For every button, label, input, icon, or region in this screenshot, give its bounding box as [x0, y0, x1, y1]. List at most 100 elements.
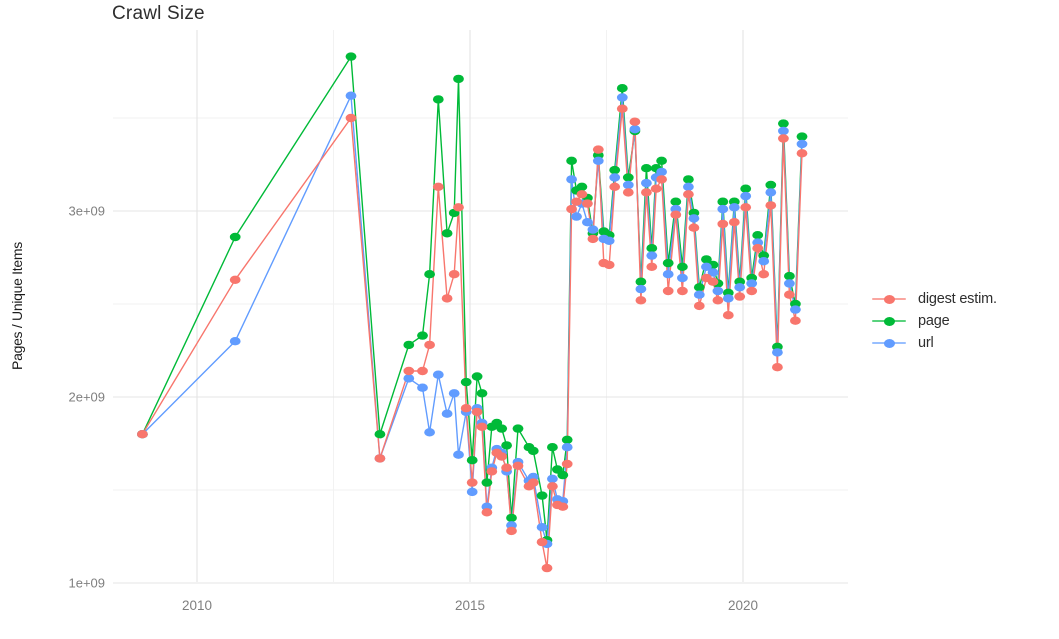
data-point-digest-estim-: [758, 270, 770, 279]
data-point-digest-estim-: [784, 290, 795, 299]
data-point-url: [561, 443, 573, 452]
data-point-digest-estim-: [547, 482, 558, 491]
data-point-page: [374, 430, 386, 439]
data-point-url: [448, 389, 460, 398]
data-point-url: [622, 180, 634, 190]
legend-label: url: [918, 335, 934, 351]
data-point-url: [547, 474, 558, 483]
data-point-digest-estim-: [137, 430, 148, 439]
data-point-digest-estim-: [778, 134, 789, 143]
data-point-digest-estim-: [772, 363, 783, 372]
data-point-page: [424, 270, 435, 279]
data-point-digest-estim-: [641, 188, 652, 197]
data-point-url: [592, 156, 604, 165]
data-point-url: [656, 167, 667, 177]
legend-key-digest-estim: [872, 292, 906, 306]
y-axis-title: Pages / Unique Items: [9, 242, 25, 370]
data-point-page: [662, 258, 674, 268]
data-point-page: [557, 470, 569, 480]
data-point-digest-estim-: [609, 182, 621, 191]
data-point-page: [476, 389, 488, 398]
legend-label: page: [918, 313, 950, 329]
data-point-digest-estim-: [466, 478, 478, 487]
data-point-page: [609, 165, 621, 175]
data-point-page: [641, 164, 652, 173]
data-point-digest-estim-: [740, 203, 752, 212]
data-point-page: [453, 74, 464, 84]
x-tick-label: 2015: [455, 598, 485, 613]
data-point-url: [740, 191, 752, 201]
data-point-digest-estim-: [722, 311, 734, 320]
legend-item-url: url: [872, 335, 997, 351]
data-point-page: [656, 156, 667, 165]
data-point-digest-estim-: [752, 244, 764, 253]
data-point-page: [677, 262, 688, 271]
data-point-page: [536, 491, 548, 500]
data-point-url: [790, 305, 801, 314]
data-point-url: [424, 428, 435, 437]
data-point-digest-estim-: [424, 340, 435, 350]
data-point-page: [496, 424, 508, 433]
data-point-page: [693, 283, 705, 292]
data-point-url: [603, 236, 615, 245]
data-point-digest-estim-: [506, 526, 517, 536]
data-point-page: [547, 443, 558, 452]
data-point-url: [466, 487, 478, 497]
data-point-digest-estim-: [403, 366, 415, 376]
data-point-page: [717, 197, 729, 206]
data-point-page: [778, 119, 789, 128]
data-point-url: [536, 523, 548, 532]
data-point-digest-estim-: [441, 294, 453, 303]
data-point-url: [796, 139, 808, 149]
data-point-page: [561, 435, 573, 444]
data-point-url: [441, 409, 453, 418]
data-point-digest-estim-: [603, 260, 615, 270]
data-point-digest-estim-: [587, 234, 599, 244]
data-point-page: [417, 331, 428, 340]
legend-key-page: [872, 314, 906, 328]
data-point-url: [712, 286, 724, 296]
data-point-page: [460, 377, 472, 387]
data-point-digest-estim-: [635, 296, 647, 305]
data-point-page: [512, 424, 524, 433]
data-point-url: [609, 173, 621, 182]
data-point-digest-estim-: [486, 467, 498, 476]
data-point-url: [629, 125, 641, 134]
data-point-page: [683, 175, 694, 184]
data-point-page: [527, 446, 539, 456]
data-point-page: [670, 197, 682, 206]
data-point-page: [229, 232, 241, 242]
series-line-page: [141, 55, 803, 541]
data-point-digest-estim-: [796, 149, 808, 158]
data-point-url: [646, 251, 658, 260]
data-point-digest-estim-: [571, 197, 582, 206]
data-point-page: [796, 132, 808, 141]
data-point-digest-estim-: [432, 182, 444, 191]
data-point-page: [441, 229, 453, 238]
data-point-digest-estim-: [417, 366, 428, 376]
data-point-page: [506, 513, 517, 523]
data-point-url: [693, 290, 705, 299]
data-point-url: [728, 203, 740, 212]
data-point-digest-estim-: [229, 275, 241, 284]
data-point-digest-estim-: [688, 223, 700, 232]
data-point-url: [616, 93, 628, 102]
data-point-digest-estim-: [622, 188, 634, 197]
legend: digest estim. page url: [872, 291, 997, 351]
data-point-url: [403, 374, 415, 383]
data-point-url: [707, 268, 719, 277]
data-point-digest-estim-: [512, 461, 524, 470]
data-point-page: [471, 372, 483, 381]
data-point-page: [752, 231, 764, 240]
data-point-url: [635, 284, 647, 294]
data-point-digest-estim-: [448, 270, 460, 279]
data-point-url: [683, 182, 694, 191]
data-point-page: [701, 255, 712, 264]
legend-dot-icon: [884, 339, 895, 348]
data-point-url: [717, 204, 729, 214]
legend-dot-icon: [884, 317, 895, 326]
data-point-url: [453, 450, 464, 459]
data-point-page: [740, 184, 752, 193]
data-point-digest-estim-: [728, 218, 740, 227]
